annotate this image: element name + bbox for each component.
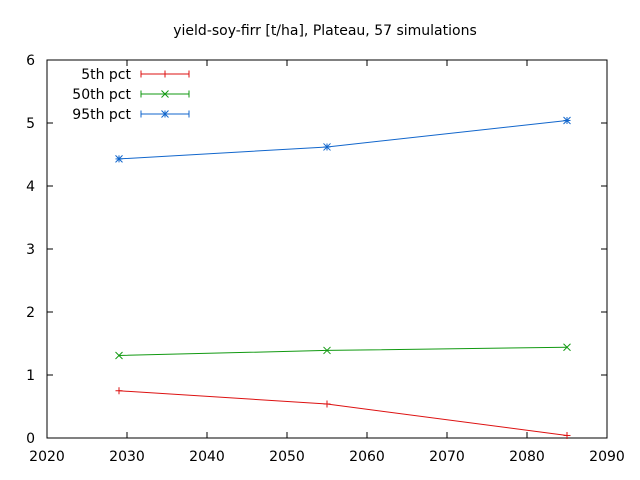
chart-title: yield-soy-firr [t/ha], Plateau, 57 simul… — [173, 23, 477, 39]
x-tick-label: 2070 — [429, 449, 465, 465]
legend-item: 50th pct — [72, 87, 190, 103]
data-point — [323, 400, 331, 408]
data-point — [115, 351, 123, 360]
marker-stroke — [115, 155, 123, 163]
data-point — [563, 343, 571, 352]
legend-label: 5th pct — [81, 67, 131, 83]
series-line — [118, 346, 568, 356]
axes: 2020 2030 2040 2050 2060 2070 2080 2090 0 1 2 3 4 5 6 — [26, 53, 625, 465]
marker-stroke — [161, 90, 169, 98]
y-tick-label: 6 — [26, 53, 35, 69]
marker-stroke — [563, 343, 571, 352]
data-point — [323, 143, 331, 151]
x-tick-label: 2040 — [189, 449, 225, 465]
legend-item: 5th pct — [81, 67, 190, 83]
data-point — [115, 387, 123, 395]
y-tick-label: 5 — [26, 116, 35, 132]
series-line — [118, 390, 568, 436]
marker-stroke — [323, 143, 331, 151]
y-tick-label: 0 — [26, 431, 35, 447]
marker-stroke — [323, 346, 331, 355]
data-point — [563, 431, 571, 439]
x-tick-label: 2080 — [509, 449, 545, 465]
data-point — [323, 346, 331, 355]
marker-stroke — [161, 110, 169, 118]
legend-marker — [161, 110, 169, 118]
y-tick-label: 1 — [26, 368, 35, 384]
marker-stroke — [563, 116, 571, 125]
x-tick-label: 2030 — [109, 449, 145, 465]
plot-frame — [46, 59, 608, 439]
x-tick-label: 2090 — [589, 449, 625, 465]
x-tick-label: 2020 — [29, 449, 65, 465]
y-tick-label: 2 — [26, 305, 35, 321]
y-tick-label: 4 — [26, 179, 35, 195]
data-point — [115, 155, 123, 163]
series-line — [118, 119, 568, 160]
marker-stroke — [115, 351, 123, 360]
series-3 — [115, 116, 571, 163]
x-tick-label: 2050 — [269, 449, 305, 465]
y-tick-label: 3 — [26, 242, 35, 258]
legend: 5th pct 50th pct 95th pct — [72, 67, 190, 123]
x-tick-label: 2060 — [349, 449, 385, 465]
data-point — [563, 116, 571, 125]
legend-label: 95th pct — [72, 107, 131, 123]
legend-marker — [161, 70, 169, 78]
series-1 — [115, 387, 571, 439]
series-layer — [115, 116, 571, 439]
legend-label: 50th pct — [72, 87, 131, 103]
legend-marker — [161, 90, 169, 98]
series-2 — [115, 343, 571, 360]
legend-item: 95th pct — [72, 107, 190, 123]
